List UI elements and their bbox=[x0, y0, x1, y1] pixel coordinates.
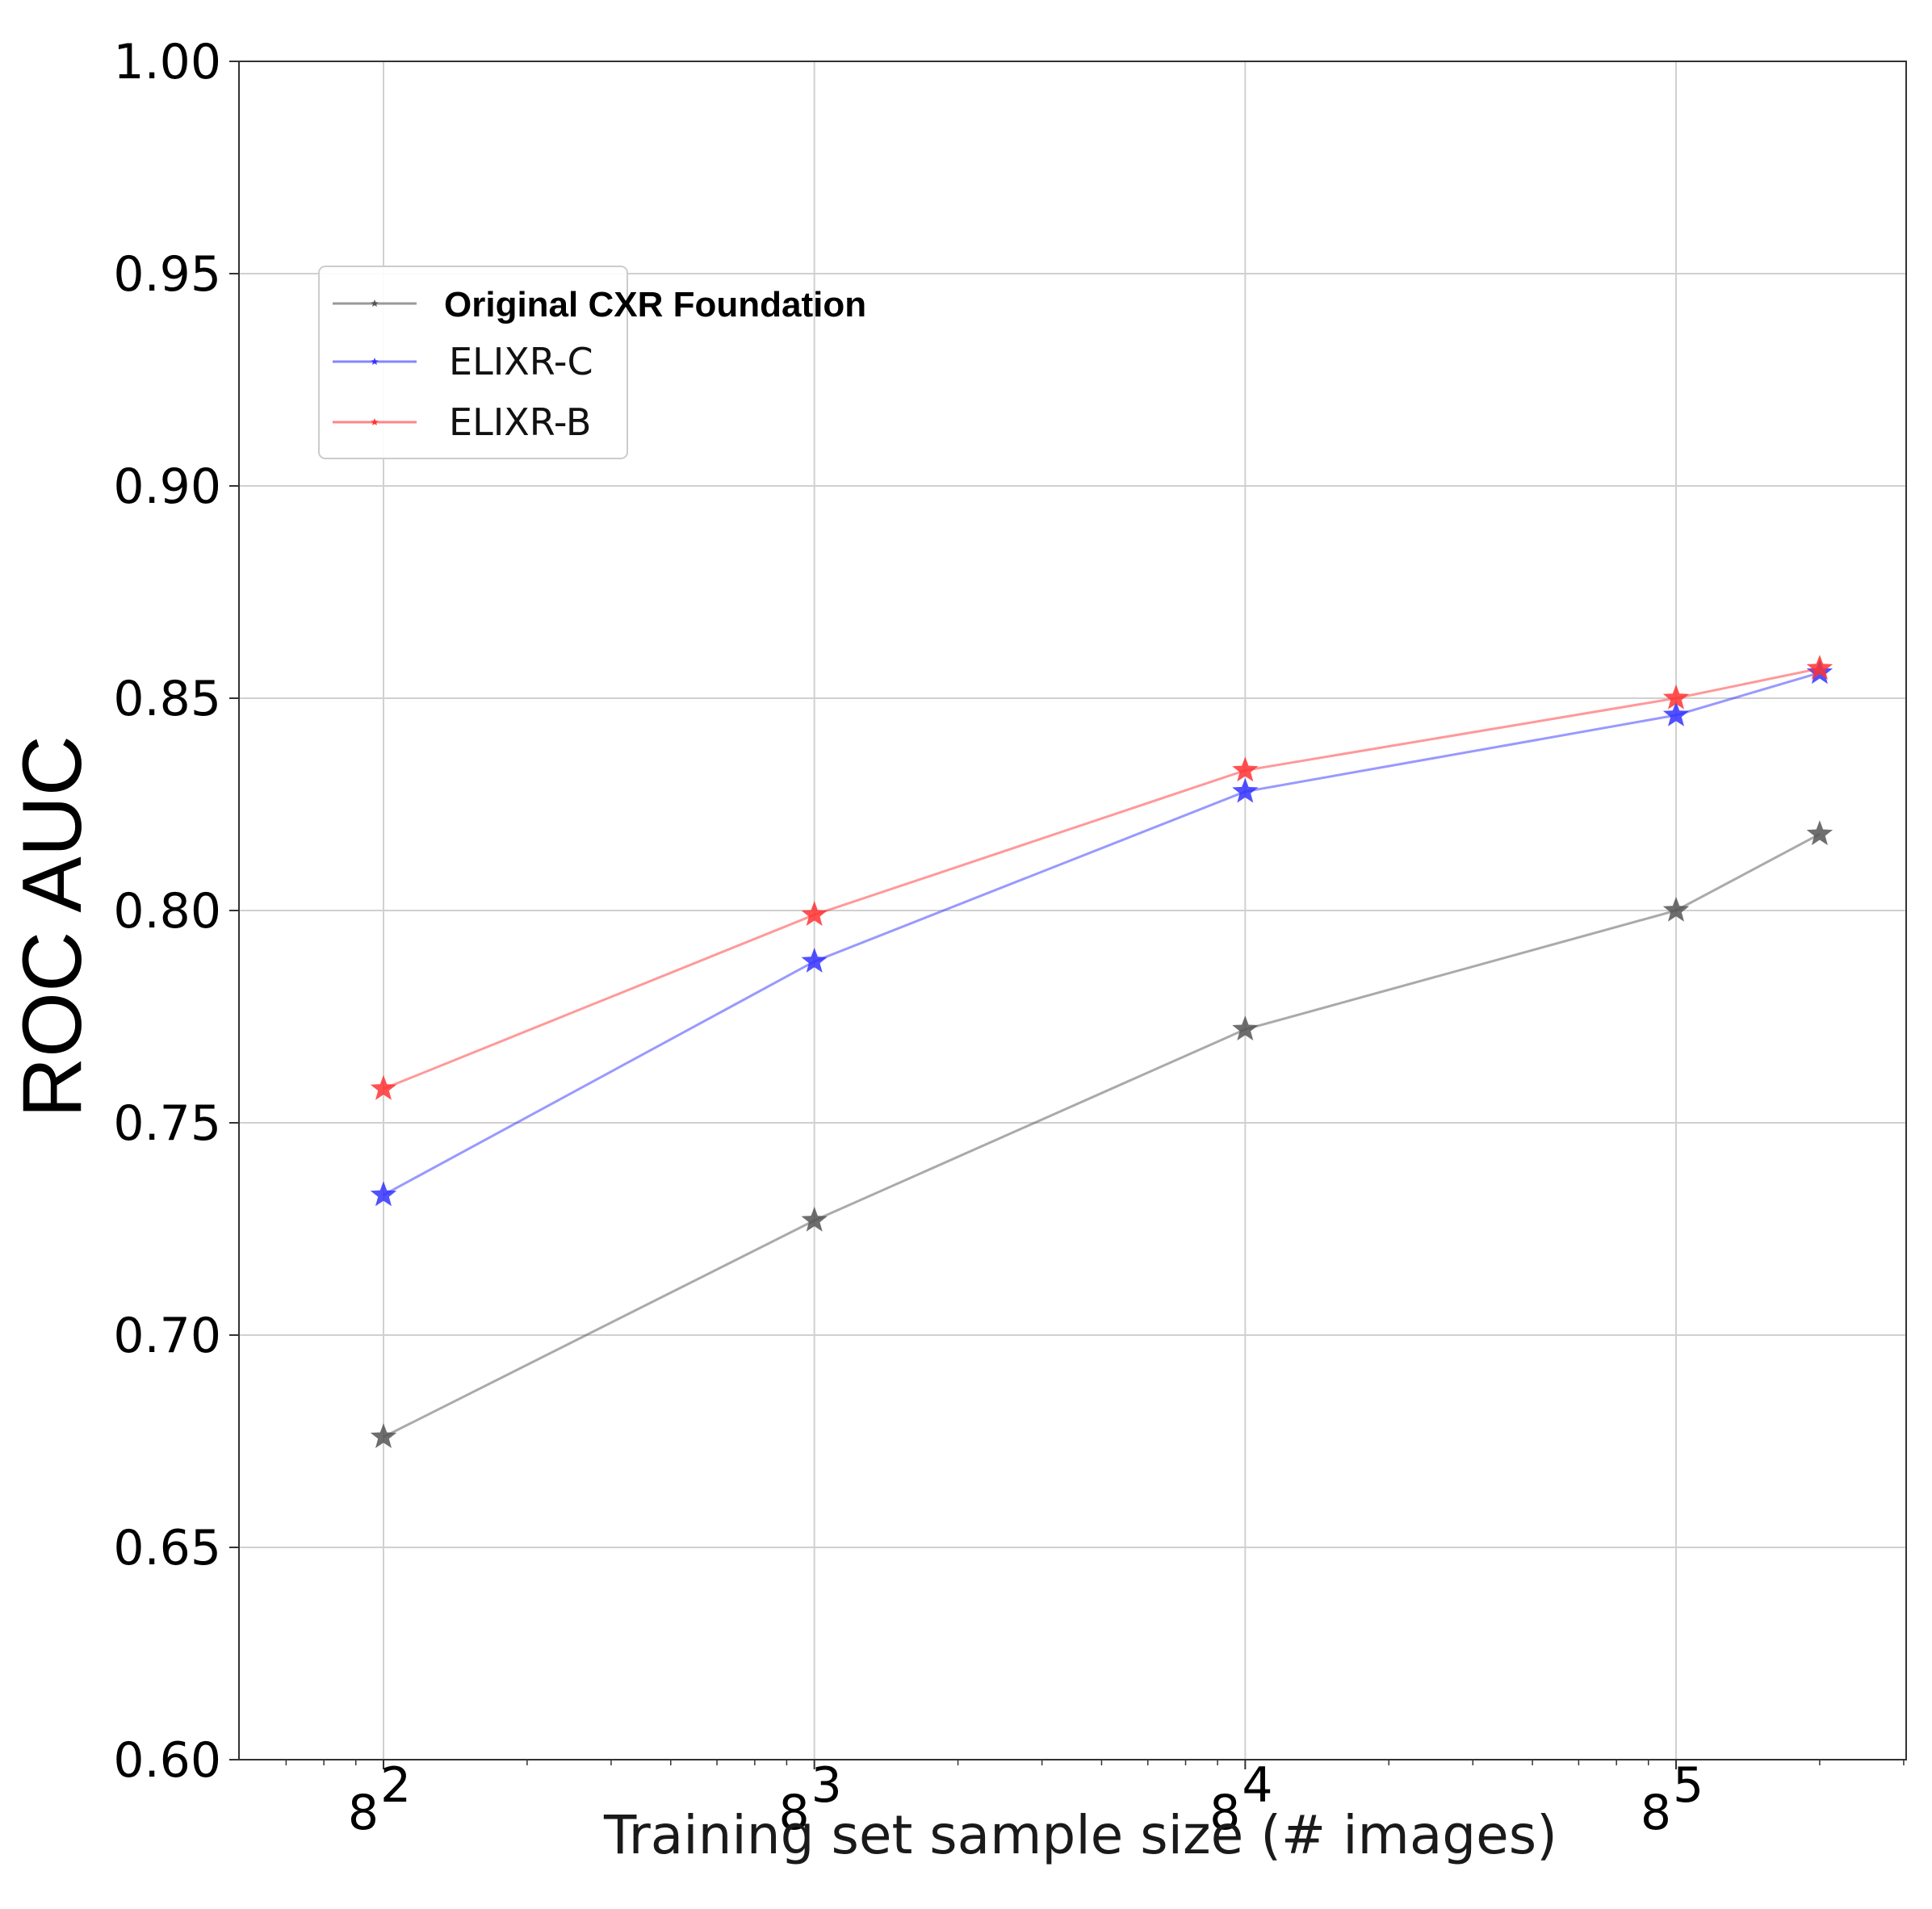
data-point-star bbox=[1662, 897, 1690, 922]
y-tick-label: 0.75 bbox=[113, 1095, 221, 1152]
data-point-star bbox=[1806, 655, 1834, 680]
series-layer bbox=[370, 655, 1834, 1448]
series-line bbox=[383, 667, 1821, 1091]
legend-marker bbox=[371, 418, 379, 425]
y-tick-label: 0.70 bbox=[113, 1308, 221, 1364]
x-tick-exponent: 5 bbox=[1673, 1757, 1704, 1814]
y-tick-label: 0.90 bbox=[113, 458, 221, 515]
legend-box bbox=[318, 266, 628, 459]
data-point-star bbox=[370, 1181, 397, 1207]
x-tick-base: 8 bbox=[348, 1785, 379, 1841]
x-tick-base: 8 bbox=[1641, 1785, 1671, 1841]
y-tick-label: 0.60 bbox=[113, 1732, 221, 1789]
data-point-star bbox=[1662, 701, 1690, 726]
x-tick-base: 8 bbox=[1209, 1785, 1240, 1841]
x-tick-exponent: 2 bbox=[380, 1757, 411, 1814]
x-tick-exponent: 3 bbox=[811, 1757, 842, 1814]
y-tick-label: 0.95 bbox=[113, 246, 221, 303]
data-point-star bbox=[801, 901, 828, 926]
series-line bbox=[383, 671, 1821, 1196]
y-tick-label: 0.80 bbox=[113, 883, 221, 940]
x-axis-label: Training set sample size (# images) bbox=[603, 1804, 1557, 1866]
y-axis-label: ROC AUC bbox=[6, 735, 99, 1118]
data-point-star bbox=[1232, 777, 1259, 803]
y-tick-label: 0.85 bbox=[113, 671, 221, 727]
data-point-star bbox=[1662, 684, 1690, 710]
data-point-star bbox=[370, 1074, 397, 1100]
series-elixr-b bbox=[370, 655, 1834, 1100]
y-tick-label: 1.00 bbox=[113, 34, 221, 90]
data-point-star bbox=[1232, 1015, 1259, 1040]
legend-marker bbox=[371, 358, 379, 365]
legend-entry-label: Original CXR Foundation bbox=[444, 285, 866, 324]
legend-entry-label: ELIXR-C bbox=[449, 340, 593, 383]
series-line bbox=[383, 832, 1821, 1438]
x-tick-base: 8 bbox=[778, 1785, 809, 1841]
legend-entry-label: ELIXR-B bbox=[449, 400, 591, 444]
series-elixr-c bbox=[370, 659, 1834, 1207]
data-point-star bbox=[801, 1207, 828, 1232]
series-original-cxr-foundation bbox=[370, 820, 1834, 1448]
data-point-star bbox=[801, 948, 828, 973]
data-point-star bbox=[370, 1423, 397, 1448]
x-tick-exponent: 4 bbox=[1242, 1757, 1272, 1814]
y-tick-label: 0.65 bbox=[113, 1520, 221, 1576]
legend: Original CXR Foundation ELIXR-C ELIXR-B bbox=[318, 266, 866, 459]
minor-tick-marks bbox=[285, 1760, 1905, 1765]
legend-marker bbox=[371, 299, 379, 307]
data-point-star bbox=[1232, 756, 1259, 782]
data-point-star bbox=[1806, 820, 1834, 846]
y-axis-ticks: 0.60 0.65 0.70 0.75 0.80 0.85 0.90 0.95 1.00 bbox=[113, 34, 239, 1789]
